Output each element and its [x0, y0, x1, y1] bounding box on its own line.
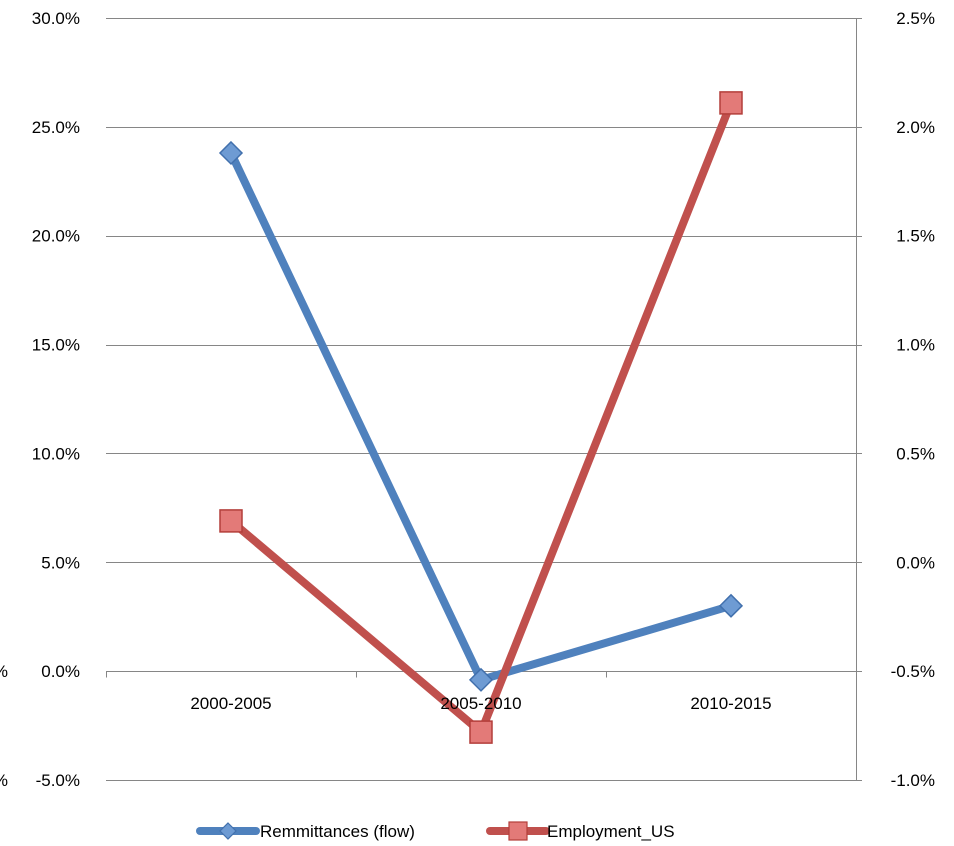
data-point-diamond: [468, 667, 494, 692]
legend: Remmittances (flow) Employment_US: [196, 821, 675, 841]
series-line: [227, 98, 735, 737]
gridlines: [106, 18, 856, 781]
left-axis-tick-label: 30.0%: [32, 9, 80, 28]
data-point-square: [719, 91, 743, 115]
left-axis-tick-label: 10.0%: [32, 444, 80, 463]
right-axis-tick-label: -1.0%: [891, 771, 935, 790]
right-axis-tick-label: 1.0%: [896, 336, 935, 355]
legend-marker-square-icon: [508, 821, 528, 841]
left-axis-tick-label: 20.0%: [32, 227, 80, 246]
left-axis-tick-label: 0.0%: [41, 662, 80, 681]
left-axis-ticks: -5.0% 0.0% 5.0% 10.0% 15.0% 20.0% 25.0% 30.0%: [32, 9, 80, 790]
left-axis-tick-label: 15.0%: [32, 336, 80, 355]
clipped-tick-label: %: [0, 771, 8, 790]
right-axis-tick-label: -0.5%: [891, 662, 935, 681]
right-axis-tick-label: 2.5%: [896, 9, 935, 28]
clipped-tick-label: %: [0, 662, 8, 681]
series-group: [218, 91, 744, 744]
legend-label: Employment_US: [547, 822, 675, 841]
data-point-square: [469, 720, 493, 744]
series-employment-us: [219, 91, 743, 744]
x-axis-category-label: 2010-2015: [690, 694, 771, 713]
legend-label: Remmittances (flow): [260, 822, 415, 841]
right-axis-tick-label: 2.0%: [896, 118, 935, 137]
legend-marker-diamond-icon: [219, 822, 237, 840]
data-point-diamond: [718, 593, 744, 618]
right-axis-tick-label: 0.5%: [896, 444, 935, 463]
axes: [106, 18, 862, 781]
clipped-labels: %%: [0, 662, 8, 790]
series-remittances: [218, 140, 744, 692]
left-axis-tick-label: -5.0%: [36, 771, 80, 790]
legend-item-remittances: Remmittances (flow): [196, 822, 415, 841]
series-line: [227, 148, 735, 684]
data-point-diamond: [218, 140, 244, 166]
x-axis-category-label: 2005-2010: [440, 694, 521, 713]
right-axis-tick-label: 0.0%: [896, 553, 935, 572]
x-axis-categories: 2000-2005 2005-2010 2010-2015: [190, 694, 771, 713]
right-axis-ticks: -1.0% -0.5% 0.0% 0.5% 1.0% 1.5% 2.0% 2.5%: [891, 9, 935, 790]
data-point-square: [219, 509, 243, 533]
left-axis-tick-label: 5.0%: [41, 553, 80, 572]
legend-item-employment-us: Employment_US: [486, 821, 675, 841]
x-axis-category-label: 2000-2005: [190, 694, 271, 713]
right-axis-tick-label: 1.5%: [896, 227, 935, 246]
left-axis-tick-label: 25.0%: [32, 118, 80, 137]
